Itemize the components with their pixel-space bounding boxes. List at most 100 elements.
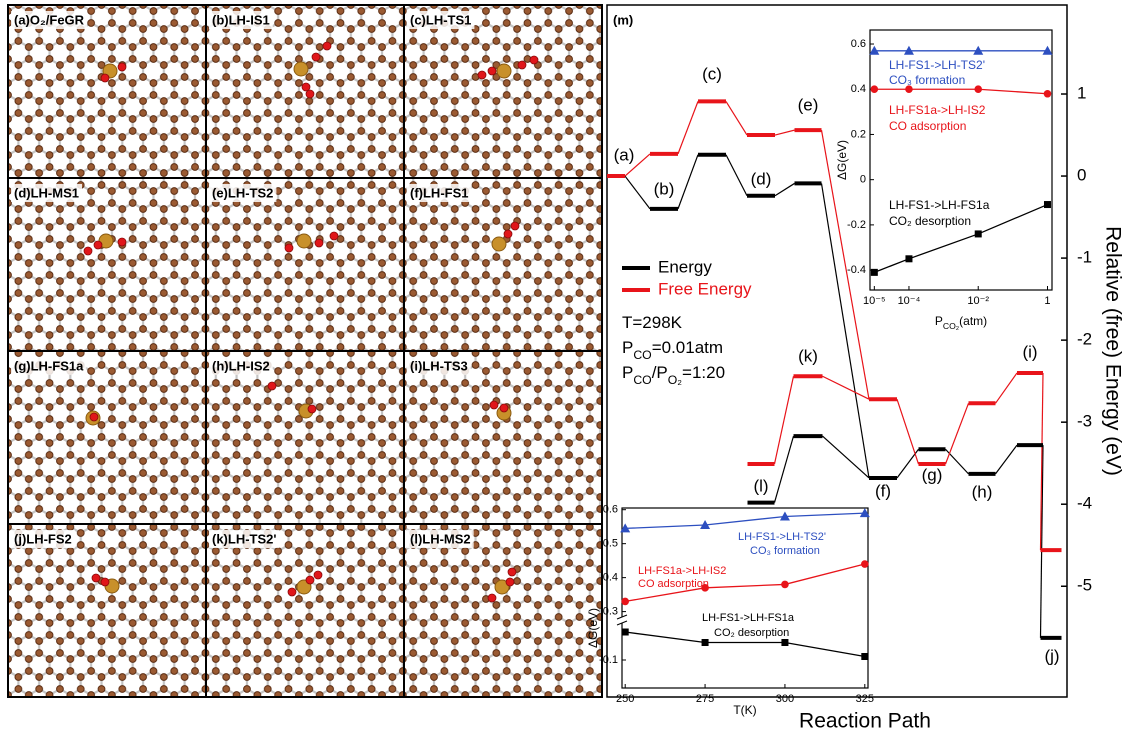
y-tick-label: 0.2 (851, 128, 866, 140)
x-tick-label: 250 (616, 693, 634, 705)
x-tick-label: 275 (696, 693, 714, 705)
o-atom (90, 413, 98, 421)
o-atom (511, 222, 519, 230)
legend-label: Free Energy (658, 279, 752, 298)
o-atom (518, 61, 526, 69)
y-tick-label: -0.4 (847, 264, 866, 276)
annotation-run: =0.01atm (652, 338, 723, 357)
o-atom (101, 578, 109, 586)
panel-lattice (8, 351, 206, 524)
o-atom (306, 90, 314, 98)
panel-label: (l)LH-MS2 (410, 531, 471, 546)
y-tick-label: 0 (860, 174, 866, 186)
marker (1044, 90, 1052, 98)
annotation-run: O₂ (668, 373, 683, 387)
x-axis-label-run: (atm) (959, 314, 987, 328)
panel-lattice (404, 5, 602, 178)
annotation: LH-FS1->LH-TS2' (889, 58, 985, 72)
panel-label: (d)LH-MS1 (14, 185, 79, 200)
annotation: LH-FS1a->LH-IS2 (638, 565, 726, 577)
panel-label: (k)LH-TS2' (212, 531, 276, 546)
o-atom (94, 241, 102, 249)
annotation: LH-FS1->LH-FS1a (702, 612, 795, 624)
x-axis-label-run: CO₂ (943, 321, 959, 331)
y-tick-label: 0.6 (851, 38, 866, 50)
o-atom (285, 244, 293, 252)
marker (861, 560, 869, 568)
annotation: CO₃ formation (750, 545, 820, 557)
o-atom (101, 74, 109, 82)
x-tick-label: 1 (1044, 295, 1050, 307)
o-atom (118, 63, 126, 71)
annotation-run: P (622, 363, 633, 382)
o-atom (323, 42, 331, 50)
x-tick-label: 10⁻⁴ (898, 295, 921, 307)
state-label: (l) (753, 476, 768, 495)
panel-label: (h)LH-IS2 (212, 358, 270, 373)
panel-label: (a)O₂/FeGR (14, 12, 85, 27)
annotation-run: CO (633, 373, 651, 387)
panel-lattice (8, 178, 206, 351)
o-atom (308, 405, 316, 413)
o-atom (490, 401, 498, 409)
o-atom (314, 571, 322, 579)
o-atom (288, 588, 296, 596)
x-axis-label-run: T(K) (733, 703, 756, 717)
state-label: (c) (702, 64, 722, 83)
y-tick-label: 1 (1077, 83, 1086, 102)
panel-lattice (8, 524, 206, 697)
o-atom (312, 53, 320, 61)
y-tick-label: -2 (1077, 330, 1092, 349)
y-axis-label: ΔG(eV) (586, 608, 600, 648)
o-atom (92, 574, 100, 582)
y-tick-label: 0.6 (603, 504, 618, 516)
marker (621, 598, 629, 606)
annotation: CO adsorption (638, 578, 709, 590)
y-axis-label: ΔG(eV) (835, 140, 849, 180)
x-tick-label: 300 (776, 693, 794, 705)
o-atom (315, 239, 323, 247)
annotation-run: CO (633, 348, 651, 362)
o-atom (508, 568, 516, 576)
fe-atom (497, 64, 511, 78)
annotation: LH-FS1->LH-FS1a (889, 198, 990, 212)
panel-lattice (206, 351, 404, 524)
marker (781, 639, 788, 646)
o-atom (488, 67, 496, 75)
fe-atom (492, 237, 506, 251)
x-axis-label: Reaction Path (799, 710, 931, 733)
state-label: (j) (1044, 646, 1059, 665)
panel-lattice (404, 524, 602, 697)
o-atom (488, 594, 496, 602)
marker (974, 85, 982, 93)
state-label: (a) (614, 145, 635, 164)
marker (871, 269, 878, 276)
state-label: (e) (798, 95, 819, 114)
y-tick-label: 0 (1077, 166, 1086, 185)
o-atom (268, 382, 276, 390)
state-label: (d) (751, 169, 772, 188)
y-tick-label: 0.4 (603, 572, 618, 584)
annotation: T=298K (622, 313, 683, 332)
x-tick-label: 10⁻² (967, 295, 989, 307)
y-tick-label: -3 (1077, 412, 1092, 431)
marker (622, 629, 629, 636)
marker (1044, 201, 1051, 208)
o-atom (306, 576, 314, 584)
panel-label: (c)LH-TS1 (410, 12, 471, 27)
legend-label: Energy (658, 257, 712, 276)
o-atom (506, 578, 514, 586)
marker (861, 653, 868, 660)
annotation: CO₃ formation (889, 73, 965, 87)
state-label: (g) (922, 465, 943, 484)
y-tick-label: -0.2 (847, 219, 866, 231)
o-atom (84, 247, 92, 255)
marker (871, 85, 879, 93)
annotation-run: /P (652, 363, 668, 382)
o-atom (118, 238, 126, 246)
x-tick-label: 10⁻⁵ (863, 295, 886, 307)
panel-lattice (8, 5, 206, 178)
panel-lattice (404, 178, 602, 351)
state-label: (i) (1022, 342, 1037, 361)
marker (975, 230, 982, 237)
